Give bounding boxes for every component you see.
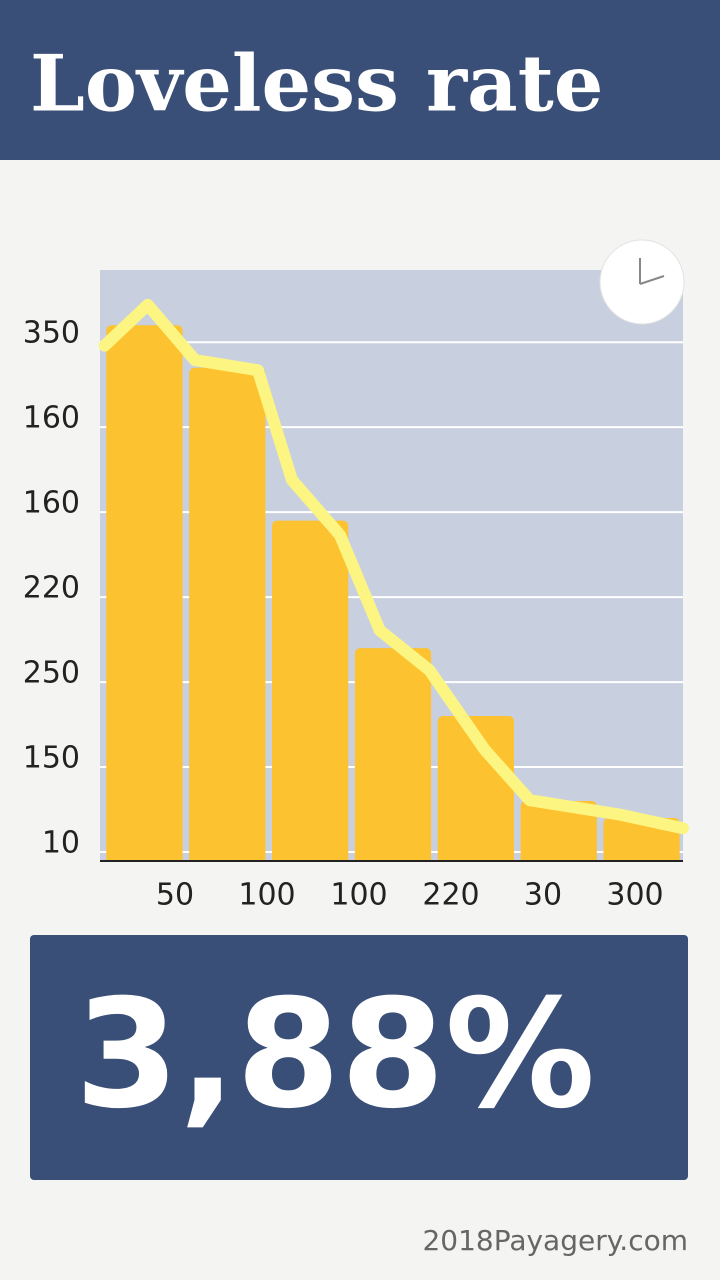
title-bar — [0, 0, 720, 160]
chart-title: Loveless rate — [30, 39, 603, 130]
bar — [520, 801, 597, 860]
x-tick-label: 220 — [422, 878, 479, 913]
y-tick-label: 150 — [23, 741, 80, 776]
bar — [189, 367, 266, 860]
bar — [106, 325, 183, 860]
y-tick-label: 350 — [23, 316, 80, 351]
x-tick-label: 50 — [156, 878, 194, 913]
x-tick-label: 300 — [606, 878, 663, 913]
headline-box — [30, 935, 688, 1180]
y-tick-label: 250 — [23, 656, 80, 691]
line — [98, 298, 689, 835]
headline-value: 3,88% — [75, 968, 595, 1142]
x-tick-label: 100 — [330, 878, 387, 913]
x-tick-label: 100 — [238, 878, 295, 913]
bar — [437, 716, 514, 860]
y-tick-label: 10 — [42, 826, 80, 861]
clock-icon — [599, 239, 685, 325]
y-tick-label: 220 — [23, 571, 80, 606]
x-tick-label: 30 — [524, 878, 562, 913]
bar — [354, 648, 432, 860]
bar — [272, 520, 349, 860]
y-tick-label: 160 — [23, 401, 80, 436]
y-tick-label: 160 — [23, 486, 80, 521]
footer: 2018Payagery.com — [422, 1224, 688, 1257]
